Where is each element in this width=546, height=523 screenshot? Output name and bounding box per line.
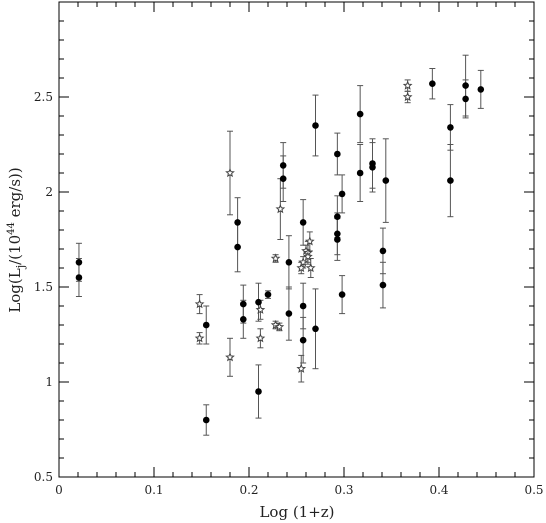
data-point-star <box>225 352 235 362</box>
data-point-star <box>270 253 281 263</box>
data-point-circle <box>255 388 262 395</box>
y-tick-label: 0.5 <box>34 470 53 484</box>
x-tick-label: 0 <box>55 483 63 497</box>
data-point-circle <box>338 291 346 298</box>
data-point-star <box>304 236 315 246</box>
error-bars <box>75 54 484 436</box>
data-point-star <box>402 80 413 90</box>
y-axis-label-sup: 44 <box>6 222 17 235</box>
data-point-circle <box>334 150 341 158</box>
y-axis-label-suffix: erg/s)) <box>6 167 24 222</box>
data-point-circle <box>234 219 241 226</box>
data-point-circle <box>356 169 364 177</box>
x-tick-label: 0.5 <box>524 483 543 497</box>
data-point-circle <box>279 162 287 169</box>
y-tick-label: 1.5 <box>34 280 53 294</box>
data-point-star <box>303 251 313 261</box>
data-point-circle <box>285 259 293 266</box>
data-point-star <box>194 298 205 309</box>
y-axis-label-prefix: Log(L <box>6 268 24 312</box>
plot-frame <box>58 1 535 478</box>
data-point-circle <box>299 219 307 226</box>
y-axis-label-mid: /(10 <box>6 235 24 265</box>
y-tick-label: 2 <box>45 185 53 199</box>
data-point-star <box>275 203 286 214</box>
x-tick-label: 0.1 <box>144 483 163 497</box>
data-point-circle <box>202 321 210 329</box>
data-point-circle <box>382 177 390 184</box>
data-point-circle <box>240 316 247 323</box>
data-point-circle <box>429 80 436 87</box>
data-point-circle <box>240 300 247 308</box>
data-point-circle <box>202 416 210 424</box>
data-point-star <box>305 262 316 273</box>
x-axis-label: Log (1+z) <box>259 503 334 521</box>
tick-labels: 0 0.1 0.2 0.3 0.4 0.5 0.5 1 1.5 2 2.5 <box>34 90 544 497</box>
data-markers <box>75 80 485 424</box>
y-axis-label: Log(Lj/(1044 erg/s)) <box>6 167 27 312</box>
data-point-circle <box>447 124 454 131</box>
data-point-circle <box>334 236 341 243</box>
data-point-circle <box>234 243 241 251</box>
data-point-circle <box>312 122 319 129</box>
y-axis-label-sub: j <box>14 265 27 270</box>
data-point-star <box>255 304 266 314</box>
data-point-circle <box>447 177 454 184</box>
data-point-circle <box>75 259 83 266</box>
data-point-star <box>225 167 235 178</box>
data-point-circle <box>285 310 293 317</box>
data-point-circle <box>255 298 262 306</box>
x-tick-label: 0.2 <box>239 483 258 497</box>
data-point-circle <box>356 110 364 118</box>
data-point-circle <box>334 230 341 238</box>
data-point-circle <box>334 213 341 220</box>
data-point-circle <box>369 164 376 171</box>
data-point-circle <box>379 281 387 289</box>
data-point-circle <box>312 325 319 333</box>
data-point-star <box>296 363 307 373</box>
data-point-star <box>274 321 285 332</box>
data-point-star <box>296 262 307 273</box>
axis-ticks <box>58 2 535 478</box>
data-point-circle <box>279 175 287 182</box>
x-tick-label: 0.3 <box>334 483 353 497</box>
data-point-circle <box>299 302 307 310</box>
data-point-star <box>255 333 266 343</box>
data-point-circle <box>477 86 485 93</box>
data-point-star <box>194 333 205 343</box>
data-point-circle <box>462 95 469 103</box>
data-point-star <box>298 257 309 267</box>
x-tick-label: 0.4 <box>429 483 448 497</box>
data-point-star <box>402 91 413 102</box>
data-point-circle <box>264 291 272 298</box>
y-tick-label: 2.5 <box>34 90 53 104</box>
y-tick-label: 1 <box>45 375 53 389</box>
data-point-circle <box>75 274 83 281</box>
data-point-circle <box>338 190 346 198</box>
data-point-circle <box>299 336 307 344</box>
data-point-circle <box>462 82 469 89</box>
data-point-circle <box>379 247 387 255</box>
